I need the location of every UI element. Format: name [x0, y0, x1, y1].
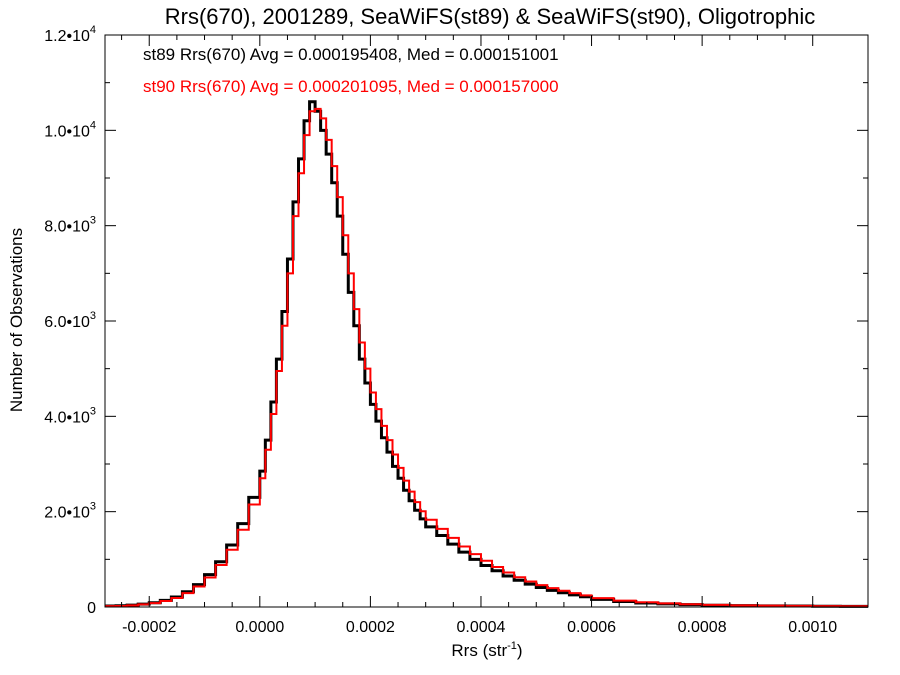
ticks-group: -0.0002 0.0000 0.0002 0.0004 0.0006 0.0008 0.0… [44, 24, 868, 636]
x-tick-label: -0.0002 [122, 619, 176, 636]
x-tick-label: 0.0004 [457, 619, 506, 636]
series-group [105, 100, 868, 608]
y-tick-label: 6.0•103 [44, 310, 96, 331]
x-tick-label: 0.0010 [788, 619, 837, 636]
stats-annotation-st89: st89 Rrs(670) Avg = 0.000195408, Med = 0… [143, 45, 559, 64]
x-tick-label: 0.0002 [346, 619, 395, 636]
x-tick-label: 0.0000 [235, 619, 284, 636]
y-tick-label: 1.0•104 [44, 119, 96, 140]
histogram-series-1 [105, 107, 868, 608]
stats-annotation-st90: st90 Rrs(670) Avg = 0.000201095, Med = 0… [143, 77, 559, 96]
y-tick-label: 1.2•104 [44, 24, 96, 45]
x-axis-label: Rrs (str-1) [451, 640, 522, 660]
y-tick-label: 2.0•103 [44, 501, 96, 522]
y-tick-label: 4.0•103 [44, 405, 96, 426]
histogram-series-0 [105, 100, 868, 608]
plot-area: -0.0002 0.0000 0.0002 0.0004 0.0006 0.0008 0.0… [44, 24, 869, 636]
x-axis-label-sup: -1 [507, 640, 517, 652]
chart-title: Rrs(670), 2001289, SeaWiFS(st89) & SeaWi… [165, 4, 815, 29]
x-axis-label-base: Rrs (str [451, 641, 507, 660]
y-tick-label: 0 [87, 600, 96, 617]
plot-frame [104, 34, 869, 608]
y-tick-label: 8.0•103 [44, 215, 96, 236]
x-tick-label: 0.0006 [567, 619, 616, 636]
x-axis-label-tail: ) [517, 641, 523, 660]
x-tick-label: 0.0008 [678, 619, 727, 636]
y-axis-label: Number of Observations [7, 228, 26, 412]
